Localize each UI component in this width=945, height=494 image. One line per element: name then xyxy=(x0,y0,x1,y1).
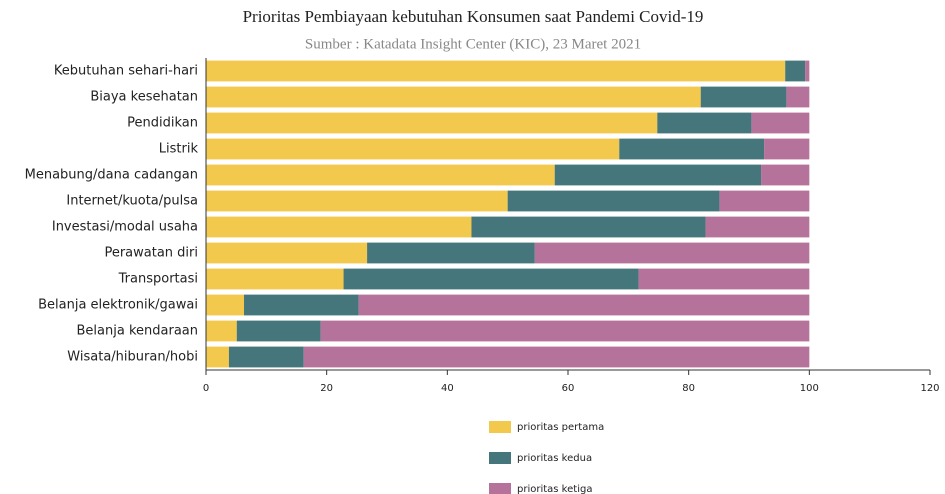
bar-segment xyxy=(206,242,368,264)
legend-label: prioritas ketiga xyxy=(517,484,592,494)
bar-segment xyxy=(358,294,810,316)
bar-segment xyxy=(719,190,810,212)
bar-segment xyxy=(206,86,701,108)
bar-segment xyxy=(206,60,786,82)
y-tick-label: Wisata/hiburan/hobi xyxy=(67,350,198,365)
legend-swatch xyxy=(489,483,511,494)
bar-segment xyxy=(638,268,810,290)
bar-segment xyxy=(206,294,245,316)
x-tick-label: 20 xyxy=(320,383,333,394)
bar-segment xyxy=(367,242,535,264)
bar-segment xyxy=(534,242,810,264)
x-tick-label: 120 xyxy=(920,383,939,394)
bar-segment xyxy=(761,164,810,186)
legend-label: prioritas pertama xyxy=(517,422,604,433)
y-tick-label: Pendidikan xyxy=(127,116,198,131)
bar-segment xyxy=(764,138,810,160)
legend-swatch xyxy=(489,421,511,433)
bar-segment xyxy=(303,346,810,368)
x-tick-label: 0 xyxy=(203,383,209,394)
bar-segment xyxy=(206,138,620,160)
chart-title: Prioritas Pembiayaan kebutuhan Konsumen … xyxy=(243,7,704,26)
bar-segment xyxy=(206,164,555,186)
bar-segment xyxy=(206,190,508,212)
bar-segment xyxy=(244,294,359,316)
bar-segment xyxy=(785,60,806,82)
bar-segment xyxy=(206,320,237,342)
y-tick-label: Transportasi xyxy=(118,272,198,287)
bar-segment xyxy=(619,138,765,160)
y-tick-label: Perawatan diri xyxy=(104,246,198,261)
bar-segment xyxy=(206,346,229,368)
y-tick-label: Belanja kendaraan xyxy=(77,324,198,339)
bar-segment xyxy=(751,112,810,134)
y-tick-label: Belanja elektronik/gawai xyxy=(38,298,198,313)
legend-label: prioritas kedua xyxy=(517,453,592,464)
x-tick-label: 40 xyxy=(441,383,454,394)
bar-segment xyxy=(786,86,810,108)
y-tick-label: Menabung/dana cadangan xyxy=(25,168,198,183)
bar-segment xyxy=(657,112,752,134)
bar-segment xyxy=(507,190,720,212)
bar-segment xyxy=(320,320,810,342)
bar-segment xyxy=(236,320,321,342)
bar-segment xyxy=(206,268,344,290)
bar-segment xyxy=(700,86,787,108)
x-tick-label: 60 xyxy=(562,383,575,394)
bar-segment xyxy=(554,164,762,186)
y-tick-label: Internet/kuota/pulsa xyxy=(66,194,198,209)
legend-swatch xyxy=(489,452,511,464)
x-tick-label: 100 xyxy=(800,383,819,394)
y-tick-label: Biaya kesehatan xyxy=(90,90,198,105)
y-tick-label: Investasi/modal usaha xyxy=(52,220,198,235)
y-tick-label: Kebutuhan sehari-hari xyxy=(54,64,198,79)
bar-segment xyxy=(705,216,810,238)
bar-segment xyxy=(805,60,810,82)
bar-segment xyxy=(206,216,472,238)
chart-subtitle: Sumber : Katadata Insight Center (KIC), … xyxy=(305,36,641,52)
bar-segment xyxy=(206,112,658,134)
y-tick-label: Listrik xyxy=(159,142,199,157)
bar-segment xyxy=(343,268,639,290)
bar-segment xyxy=(471,216,706,238)
x-tick-label: 80 xyxy=(682,383,695,394)
bar-segment xyxy=(228,346,304,368)
